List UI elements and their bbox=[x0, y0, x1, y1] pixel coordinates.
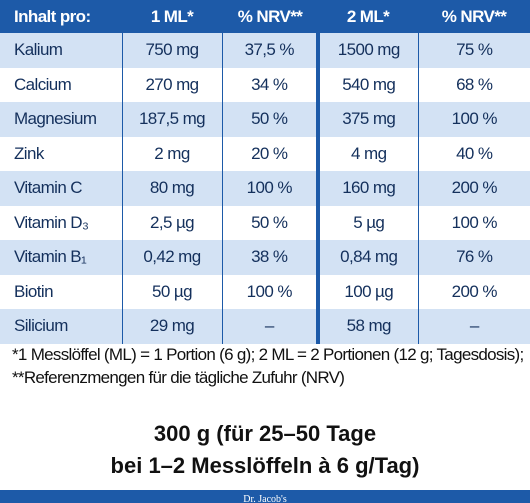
cell: 160 mg bbox=[316, 171, 418, 206]
brand: Dr. Jacob's bbox=[243, 494, 287, 503]
header-cell: % NRV** bbox=[222, 0, 318, 33]
package-line: 300 g (für 25–50 Tage bbox=[153, 421, 377, 446]
cell: 38 % bbox=[221, 240, 318, 275]
cell: 50 % bbox=[221, 205, 318, 240]
cell: 100 % bbox=[221, 274, 318, 309]
package-line: bei 1–2 Messlöffeln à 6 g/Tag) bbox=[110, 453, 420, 478]
cell: 40 % bbox=[417, 136, 530, 171]
cell: – bbox=[221, 309, 318, 344]
brand-bar: Dr. Jacob's bbox=[0, 490, 530, 503]
cell: 76 % bbox=[417, 240, 530, 275]
nutrient-name: Zink bbox=[14, 143, 44, 163]
cell: 100 µg bbox=[316, 274, 418, 309]
table-row: Biotin 50 µg 100 % 100 µg 200 % bbox=[0, 274, 530, 309]
cell: 29 mg bbox=[121, 309, 222, 344]
nutrient-name: Vitamin C bbox=[0, 171, 122, 206]
cell: 100 % bbox=[221, 171, 318, 206]
cell: 200 % bbox=[417, 171, 530, 206]
cell: 2 mg bbox=[121, 136, 222, 171]
cell: 100 % bbox=[417, 205, 530, 240]
table-row: Silicium 29 mg –58 mg – bbox=[0, 309, 530, 344]
header-cell: 2 ML* bbox=[318, 0, 418, 33]
table-row: Vitamin B₁ 0,42 mg 38 % 0,84 mg 76 % bbox=[0, 240, 530, 275]
cell: 68 % bbox=[417, 67, 530, 102]
cell: 37,5 % bbox=[221, 33, 318, 68]
cell: 100 % bbox=[417, 102, 530, 137]
header-cell: 1 ML* bbox=[122, 0, 222, 33]
table-row: Vitamin D₃ 2,5 µg 50 % 5 µg 100 % bbox=[0, 205, 530, 240]
nutrient-name: Vitamin B₁ bbox=[0, 240, 122, 275]
nutrient-name: Calcium bbox=[14, 74, 72, 94]
cell: 0,42 mg bbox=[121, 240, 222, 275]
cell: 58 mg bbox=[316, 309, 418, 344]
cell: 75 % bbox=[417, 33, 530, 68]
cell: 2,5 µg bbox=[121, 205, 222, 240]
cell: 20 % bbox=[221, 136, 318, 171]
nutrient-name: Biotin bbox=[14, 281, 54, 301]
cell: 4 mg bbox=[316, 136, 418, 171]
table-row: Kalium 750 mg 37,5 % 1500 mg 75 % bbox=[0, 33, 530, 68]
cell: 200 % bbox=[417, 274, 530, 309]
table-body: Kalium 750 mg 37,5 % 1500 mg 75 % Calcium 270 … bbox=[0, 33, 530, 344]
package-info: 300 g (für 25–50 Tage bei 1–2 Messlöffel… bbox=[0, 418, 530, 482]
nutrient-name: Silicium bbox=[0, 309, 122, 344]
header-row: Inhalt pro: 1 ML*% NRV** 2 ML*% NRV** bbox=[0, 0, 530, 33]
cell: – bbox=[417, 309, 530, 344]
table-row: Magnesium 187,5 mg 50 % 375 mg 100 % bbox=[0, 102, 530, 137]
cell: 270 mg bbox=[121, 67, 222, 102]
header-cell: Inhalt pro: bbox=[0, 0, 122, 33]
cell: 50 µg bbox=[121, 274, 222, 309]
cell: 540 mg bbox=[316, 67, 418, 102]
cell: 1500 mg bbox=[316, 33, 418, 68]
cell: 80 mg bbox=[121, 171, 222, 206]
cell: 50 % bbox=[221, 102, 318, 137]
nutrition-table: Inhalt pro: 1 ML*% NRV** 2 ML*% NRV** Kali… bbox=[0, 0, 530, 344]
cell: 5 µg bbox=[316, 205, 418, 240]
nutrient-name: Vitamin D₃ bbox=[14, 212, 89, 232]
cell: 187,5 mg bbox=[121, 102, 222, 137]
cell: 375 mg bbox=[316, 102, 418, 137]
nutrient-name: Magnesium bbox=[0, 102, 122, 137]
cell: 34 % bbox=[221, 67, 318, 102]
nutrient-name: Kalium bbox=[0, 33, 122, 68]
table-row: Calcium 270 mg 34 % 540 mg 68 % bbox=[0, 67, 530, 102]
table-row: Zink 2 mg 20 % 4 mg 40 % bbox=[0, 136, 530, 171]
header-cell: % NRV** bbox=[418, 0, 530, 33]
cell: 0,84 mg bbox=[316, 240, 418, 275]
footnote: *1 Messlöffel (ML) = 1 Portion (6 g); 2 … bbox=[12, 345, 524, 387]
table-row: Vitamin C 80 mg 100 % 160 mg 200 % bbox=[0, 171, 530, 206]
cell: 750 mg bbox=[121, 33, 222, 68]
